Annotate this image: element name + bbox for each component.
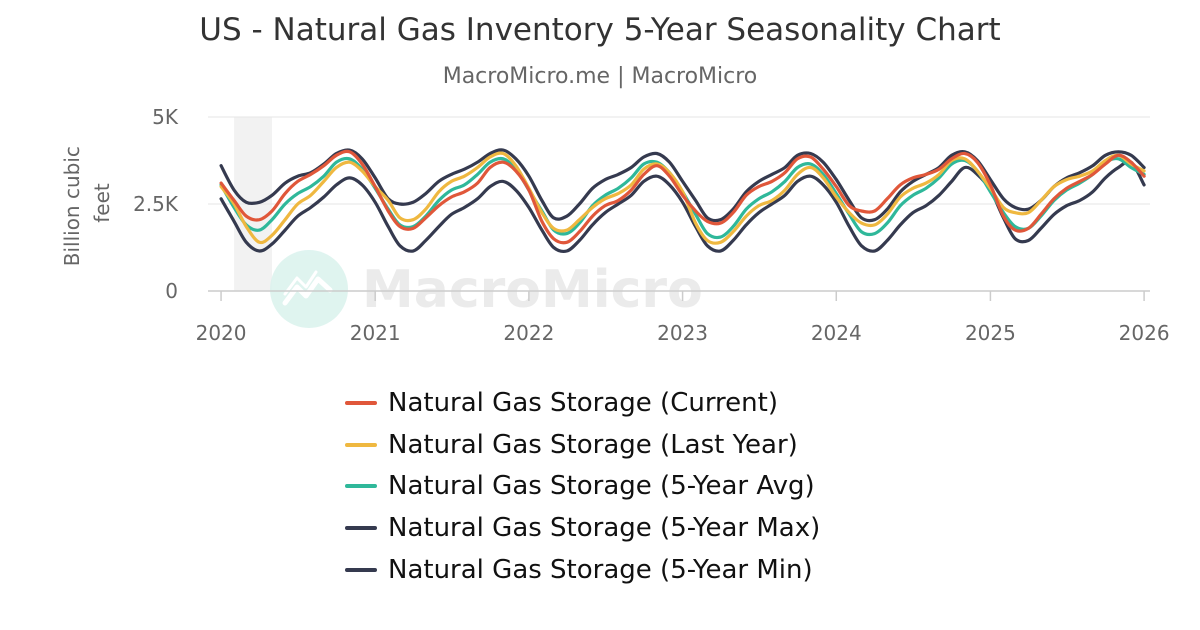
x-tick-label: 2026 <box>1119 321 1170 345</box>
y-axis-label: Billion cubic feet <box>60 140 114 267</box>
legend-swatch <box>345 526 377 531</box>
legend-item[interactable]: Natural Gas Storage (Last Year) <box>345 424 820 466</box>
legend-label: Natural Gas Storage (5-Year Avg) <box>388 471 815 502</box>
series-line-max <box>219 148 1146 223</box>
watermark-text: MacroMicro <box>362 260 703 320</box>
x-tick-label: 2025 <box>965 321 1016 345</box>
legend-item[interactable]: Natural Gas Storage (5-Year Min) <box>345 549 820 591</box>
y-tick-label: 0 <box>165 279 178 303</box>
x-tick-label: 2024 <box>811 321 862 345</box>
x-tick-label: 2020 <box>196 321 247 345</box>
series-line-current <box>219 149 1146 245</box>
chart-plot: MacroMicro 0 2.5K 5K 2020 2021 2022 2023 2024 20… <box>60 105 1170 345</box>
legend-label: Natural Gas Storage (5-Year Max) <box>388 513 821 544</box>
legend-item[interactable]: Natural Gas Storage (5-Year Avg) <box>345 466 820 508</box>
series-line-last-year <box>219 151 1146 245</box>
series-line-min <box>219 159 1146 254</box>
legend-item[interactable]: Natural Gas Storage (5-Year Max) <box>345 507 820 549</box>
x-tick-label: 2022 <box>503 321 554 345</box>
y-tick-label: 2.5K <box>133 192 179 216</box>
legend-label: Natural Gas Storage (Last Year) <box>388 429 798 460</box>
legend-swatch <box>345 568 377 573</box>
x-tick-label: 2021 <box>350 321 401 345</box>
chart-legend: Natural Gas Storage (Current) Natural Gas… <box>345 382 820 591</box>
legend-swatch <box>345 442 377 447</box>
legend-label: Natural Gas Storage (5-Year Min) <box>388 555 813 586</box>
legend-swatch <box>345 400 377 405</box>
legend-label: Natural Gas Storage (Current) <box>388 387 778 418</box>
watermark-logo: MacroMicro <box>270 250 703 328</box>
legend-swatch <box>345 484 377 489</box>
x-tick-label: 2023 <box>657 321 708 345</box>
chart-title: US - Natural Gas Inventory 5-Year Season… <box>199 12 1001 48</box>
legend-item[interactable]: Natural Gas Storage (Current) <box>345 382 820 424</box>
chart-subtitle: MacroMicro.me | MacroMicro <box>442 64 758 89</box>
y-tick-label: 5K <box>152 105 179 129</box>
